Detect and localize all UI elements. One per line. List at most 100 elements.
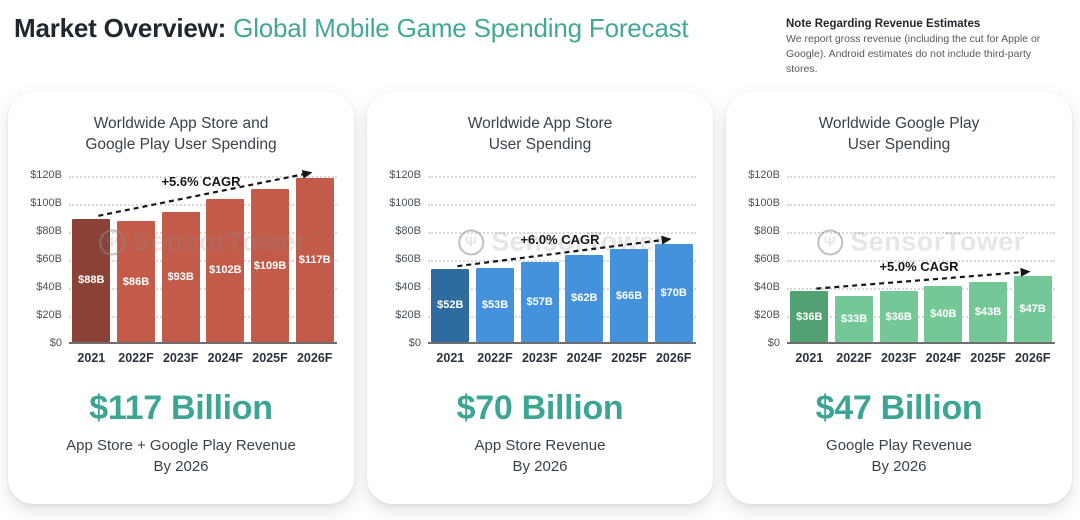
y-tick-label: $40B bbox=[395, 280, 421, 293]
x-tick-label: 2021 bbox=[436, 350, 465, 365]
gridline bbox=[69, 259, 337, 262]
y-tick-label: $20B bbox=[754, 308, 780, 321]
y-tick-label: $100B bbox=[389, 196, 421, 209]
x-tick-label: 2023F bbox=[521, 350, 558, 365]
x-tick-label: 2021 bbox=[77, 350, 106, 365]
cagr-label: +5.6% CAGR bbox=[161, 173, 241, 189]
bar-2023F: $57B bbox=[520, 262, 559, 342]
gridline bbox=[69, 231, 337, 234]
bar-value-label: $88B bbox=[78, 274, 105, 287]
headline-caption: App Store Revenue By 2026 bbox=[383, 435, 697, 477]
bar-chart: $120B $100B $80B $60B $40B $20B $0 Ψ SensorTow… bbox=[742, 169, 1056, 349]
x-axis: 2021 2022F 2023F 2024F 2025F 2026F bbox=[787, 344, 1055, 365]
bar-2023F: $36B bbox=[879, 291, 918, 342]
bar-2025F: $66B bbox=[610, 249, 648, 342]
gridline bbox=[428, 315, 696, 318]
bar-2025F: $43B bbox=[969, 281, 1007, 342]
gridline bbox=[787, 231, 1055, 234]
bar-2022F: $53B bbox=[476, 267, 514, 342]
plot-area: Ψ SensorTower +5.6% CAGR $88B $86B $93B $10… bbox=[69, 169, 337, 344]
bar-value-label: $93B bbox=[167, 270, 194, 283]
plot-area: Ψ SensorTower +5.0% CAGR $36B $33B $36B $40… bbox=[787, 175, 1055, 344]
bar-chart: $120B $100B $80B $60B $40B $20B $0 Ψ SensorTow… bbox=[24, 169, 338, 349]
y-tick-label: $80B bbox=[395, 224, 421, 237]
bar-value-label: $66B bbox=[615, 289, 643, 302]
x-tick-label: 2025F bbox=[970, 350, 1006, 365]
x-tick-label: 2024F bbox=[566, 350, 603, 365]
headline-value: $70 Billion bbox=[456, 388, 624, 427]
headline-caption: Google Play Revenue By 2026 bbox=[742, 435, 1056, 477]
card-appstore-googleplay: Worldwide App Store and Google Play User… bbox=[8, 92, 354, 504]
y-tick-label: $120B bbox=[748, 168, 780, 181]
chart-title: Worldwide App Store and Google Play User… bbox=[24, 114, 338, 156]
chart-title-line1: Worldwide App Store bbox=[467, 115, 613, 132]
page-title-bold: Market Overview: bbox=[14, 13, 227, 43]
bar-value-label: $70B bbox=[660, 286, 687, 299]
headline-caption: App Store + Google Play Revenue By 2026 bbox=[24, 435, 338, 477]
y-axis: $120B $100B $80B $60B $40B $20B $0 bbox=[383, 169, 423, 349]
bar-2026F: $70B bbox=[654, 243, 693, 342]
chart-title-line1: Worldwide Google Play bbox=[818, 115, 980, 132]
y-tick-label: $120B bbox=[30, 168, 62, 181]
chart-title-line2: User Spending bbox=[847, 135, 951, 153]
y-tick-label: $60B bbox=[36, 252, 62, 265]
cagr-label: +5.0% CAGR bbox=[879, 259, 959, 275]
y-tick-label: $60B bbox=[395, 252, 421, 265]
caption-line1: App Store Revenue bbox=[474, 436, 606, 454]
bar-2022F: $33B bbox=[835, 295, 873, 342]
x-tick-label: 2022F bbox=[118, 350, 154, 365]
y-tick-label: $100B bbox=[748, 196, 780, 209]
bar-value-label: $52B bbox=[437, 299, 464, 312]
page-title-accent: Global Mobile Game Spending Forecast bbox=[233, 13, 689, 43]
card-appstore: Worldwide App Store User Spending $120B $… bbox=[367, 92, 713, 504]
gridline bbox=[787, 175, 1055, 178]
x-tick-label: 2022F bbox=[836, 350, 872, 365]
x-tick-label: 2026F bbox=[1014, 350, 1051, 365]
gridline bbox=[428, 175, 696, 178]
chart-title-line2: Google Play User Spending bbox=[85, 135, 277, 153]
gridline bbox=[787, 259, 1055, 262]
x-axis: 2021 2022F 2023F 2024F 2025F 2026F bbox=[428, 344, 696, 365]
revenue-note-body: We report gross revenue (including the c… bbox=[786, 33, 1041, 75]
x-tick-label: 2026F bbox=[296, 350, 333, 365]
x-tick-label: 2022F bbox=[477, 350, 513, 365]
y-tick-label: $60B bbox=[754, 252, 780, 265]
chart-cards-row: Worldwide App Store and Google Play User… bbox=[0, 92, 1080, 504]
page-title: Market Overview: Global Mobile Game Spen… bbox=[14, 13, 689, 44]
bar-value-label: $36B bbox=[796, 310, 823, 323]
y-tick-label: $20B bbox=[36, 308, 62, 321]
bar-value-label: $33B bbox=[840, 312, 868, 325]
gridline bbox=[787, 203, 1055, 206]
y-tick-label: $40B bbox=[36, 280, 62, 293]
x-tick-label: 2025F bbox=[252, 350, 288, 365]
bar-2021: $36B bbox=[790, 291, 829, 342]
y-axis: $120B $100B $80B $60B $40B $20B $0 bbox=[742, 169, 782, 349]
bar-value-label: $57B bbox=[526, 295, 553, 308]
y-tick-label: $0 bbox=[408, 336, 421, 349]
chart-title-line1: Worldwide App Store and bbox=[93, 115, 269, 132]
plot-area: Ψ SensorTower +6.0% CAGR $52B $53B $57B $62… bbox=[428, 175, 696, 344]
y-tick-label: $80B bbox=[754, 224, 780, 237]
bar-2024F: $102B bbox=[206, 199, 245, 342]
x-tick-label: 2023F bbox=[162, 350, 199, 365]
y-tick-label: $100B bbox=[30, 196, 62, 209]
card-googleplay: Worldwide Google Play User Spending $120… bbox=[726, 92, 1072, 504]
y-tick-label: $80B bbox=[36, 224, 62, 237]
x-tick-label: 2026F bbox=[655, 350, 692, 365]
bar-2021: $88B bbox=[72, 218, 111, 342]
chart-title: Worldwide Google Play User Spending bbox=[742, 114, 1056, 156]
bar-2026F: $47B bbox=[1013, 276, 1052, 342]
caption-line2: By 2026 bbox=[153, 457, 209, 475]
bar-value-label: $43B bbox=[974, 305, 1002, 318]
gridline bbox=[69, 287, 337, 290]
revenue-note: Note Regarding Revenue Estimates We repo… bbox=[786, 18, 1064, 77]
x-tick-label: 2024F bbox=[207, 350, 244, 365]
chart-title-line2: User Spending bbox=[488, 135, 592, 153]
bar-value-label: $40B bbox=[930, 307, 957, 320]
bar-value-label: $47B bbox=[1019, 302, 1046, 315]
bar-2026F: $117B bbox=[295, 178, 334, 342]
bar-value-label: $109B bbox=[253, 259, 287, 272]
x-tick-label: 2025F bbox=[611, 350, 647, 365]
x-tick-label: 2023F bbox=[880, 350, 917, 365]
bar-value-label: $117B bbox=[298, 253, 331, 266]
